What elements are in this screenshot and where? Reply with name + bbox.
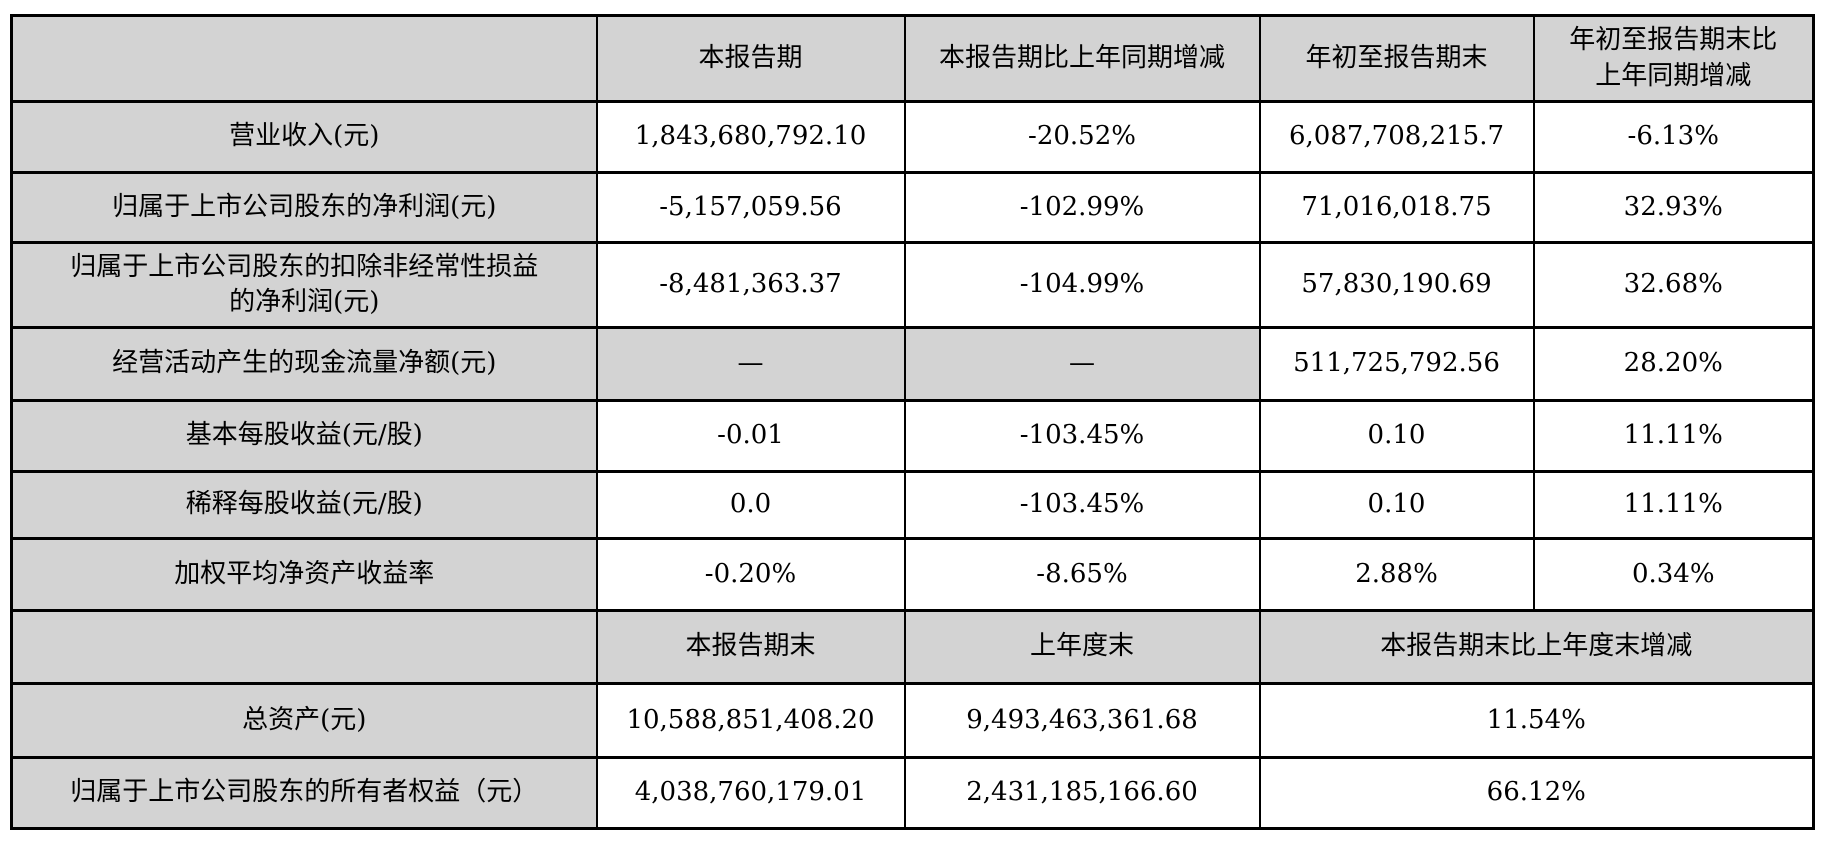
label-net-profit-excl-nonrecurring: 归属于上市公司股东的扣除非经常性损益 的净利润(元) <box>10 241 598 329</box>
basic-eps-yoy-change: -103.45% <box>903 399 1261 473</box>
net-profit-ytd-change: 32.93% <box>1532 171 1815 244</box>
label-shareholders-equity: 归属于上市公司股东的所有者权益（元） <box>10 756 598 830</box>
row-net-profit: 归属于上市公司股东的净利润(元) -5,157,059.56 -102.99% … <box>10 171 1815 244</box>
header-ytd-yoy-change: 年初至报告期末比 上年同期增减 <box>1532 14 1815 103</box>
row-total-assets: 总资产(元) 10,588,851,408.20 9,493,463,361.6… <box>10 682 1815 759</box>
label-diluted-eps: 稀释每股收益(元/股) <box>10 470 598 540</box>
weighted-avg-roe-current: -0.20% <box>595 537 906 612</box>
weighted-avg-roe-ytd: 2.88% <box>1258 537 1535 612</box>
operating-revenue-yoy-change: -20.52% <box>903 100 1261 174</box>
total-assets-end-of-period: 10,588,851,408.20 <box>595 682 906 759</box>
label-net-profit: 归属于上市公司股东的净利润(元) <box>10 171 598 244</box>
row-diluted-eps: 稀释每股收益(元/股) 0.0 -103.45% 0.10 11.11% <box>10 470 1815 540</box>
net-profit-excl-yoy-change: -104.99% <box>903 241 1261 329</box>
row-weighted-avg-roe: 加权平均净资产收益率 -0.20% -8.65% 2.88% 0.34% <box>10 537 1815 612</box>
financial-summary-table: 本报告期 本报告期比上年同期增减 年初至报告期末 年初至报告期末比 上年同期增减… <box>10 14 1815 830</box>
total-assets-end-of-prior-year: 9,493,463,361.68 <box>903 682 1261 759</box>
net-profit-excl-ytd-change: 32.68% <box>1532 241 1815 329</box>
header-ytd-yoy-change-line2: 上年同期增减 <box>1595 60 1752 91</box>
diluted-eps-yoy-change: -103.45% <box>903 470 1261 540</box>
diluted-eps-ytd: 0.10 <box>1258 470 1535 540</box>
label-operating-revenue: 营业收入(元) <box>10 100 598 174</box>
header-end-of-prior-year: 上年度末 <box>903 609 1261 685</box>
basic-eps-ytd: 0.10 <box>1258 399 1535 473</box>
operating-cash-flow-ytd: 511,725,792.56 <box>1258 326 1535 402</box>
net-profit-excl-current: -8,481,363.37 <box>595 241 906 329</box>
label-net-profit-excl-nonrecurring-line1: 归属于上市公司股东的扣除非经常性损益 <box>70 251 539 282</box>
shareholders-equity-change: 66.12% <box>1258 756 1815 830</box>
header-ytd-yoy-change-line1: 年初至报告期末比 <box>1569 25 1778 56</box>
operating-cash-flow-yoy-dash: — <box>903 326 1261 402</box>
net-profit-yoy-change: -102.99% <box>903 171 1261 244</box>
label-basic-eps: 基本每股收益(元/股) <box>10 399 598 473</box>
operating-revenue-current: 1,843,680,792.10 <box>595 100 906 174</box>
header-current-period: 本报告期 <box>595 14 906 103</box>
header2-empty-cell <box>10 609 598 685</box>
header-end-of-period: 本报告期末 <box>595 609 906 685</box>
row-basic-eps: 基本每股收益(元/股) -0.01 -103.45% 0.10 11.11% <box>10 399 1815 473</box>
net-profit-current: -5,157,059.56 <box>595 171 906 244</box>
row-operating-cash-flow: 经营活动产生的现金流量净额(元) — — 511,725,792.56 28.2… <box>10 326 1815 402</box>
net-profit-ytd: 71,016,018.75 <box>1258 171 1535 244</box>
header-empty-cell <box>10 14 598 103</box>
label-operating-cash-flow: 经营活动产生的现金流量净额(元) <box>10 326 598 402</box>
shareholders-equity-end-of-period: 4,038,760,179.01 <box>595 756 906 830</box>
operating-revenue-ytd: 6,087,708,215.7 <box>1258 100 1535 174</box>
total-assets-change: 11.54% <box>1258 682 1815 759</box>
weighted-avg-roe-yoy-change: -8.65% <box>903 537 1261 612</box>
operating-cash-flow-ytd-change: 28.20% <box>1532 326 1815 402</box>
shareholders-equity-end-of-prior-year: 2,431,185,166.60 <box>903 756 1261 830</box>
row-net-profit-excl-nonrecurring: 归属于上市公司股东的扣除非经常性损益 的净利润(元) -8,481,363.37… <box>10 241 1815 329</box>
weighted-avg-roe-ytd-change: 0.34% <box>1532 537 1815 612</box>
section1-header-row: 本报告期 本报告期比上年同期增减 年初至报告期末 年初至报告期末比 上年同期增减 <box>10 14 1815 103</box>
basic-eps-ytd-change: 11.11% <box>1532 399 1815 473</box>
section2-header-row: 本报告期末 上年度末 本报告期末比上年度末增减 <box>10 609 1815 685</box>
row-operating-revenue: 营业收入(元) 1,843,680,792.10 -20.52% 6,087,7… <box>10 100 1815 174</box>
row-shareholders-equity: 归属于上市公司股东的所有者权益（元） 4,038,760,179.01 2,43… <box>10 756 1815 830</box>
net-profit-excl-ytd: 57,830,190.69 <box>1258 241 1535 329</box>
label-total-assets: 总资产(元) <box>10 682 598 759</box>
header-current-period-yoy-change: 本报告期比上年同期增减 <box>903 14 1261 103</box>
header-period-vs-prior-year-change: 本报告期末比上年度末增减 <box>1258 609 1815 685</box>
operating-cash-flow-current-dash: — <box>595 326 906 402</box>
diluted-eps-current: 0.0 <box>595 470 906 540</box>
header-ytd: 年初至报告期末 <box>1258 14 1535 103</box>
label-weighted-avg-roe: 加权平均净资产收益率 <box>10 537 598 612</box>
operating-revenue-ytd-change: -6.13% <box>1532 100 1815 174</box>
diluted-eps-ytd-change: 11.11% <box>1532 470 1815 540</box>
basic-eps-current: -0.01 <box>595 399 906 473</box>
label-net-profit-excl-nonrecurring-line2: 的净利润(元) <box>229 287 380 317</box>
